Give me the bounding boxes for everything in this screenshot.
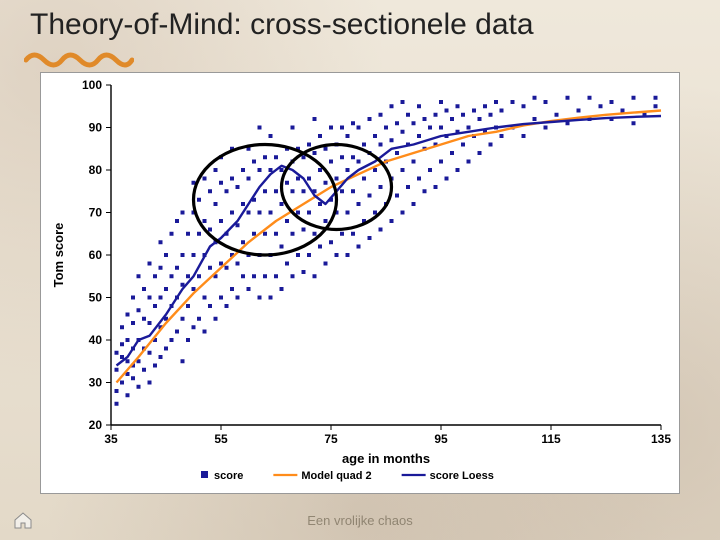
footer-text: Een vrolijke chaos <box>0 513 720 528</box>
svg-text:90: 90 <box>89 121 103 135</box>
svg-text:35: 35 <box>104 432 118 446</box>
svg-text:60: 60 <box>89 248 103 262</box>
svg-text:50: 50 <box>89 291 103 305</box>
chart-container: 35 55 75 95 115 135 20 30 40 50 60 70 80 90 100 age in … <box>40 72 680 494</box>
svg-text:95: 95 <box>434 432 448 446</box>
svg-text:score: score <box>214 470 243 482</box>
svg-text:40: 40 <box>89 333 103 347</box>
svg-text:75: 75 <box>324 432 338 446</box>
svg-text:20: 20 <box>89 418 103 432</box>
svg-text:age in months: age in months <box>342 451 430 466</box>
slide-title: Theory-of-Mind: cross-sectionele data <box>30 8 700 42</box>
svg-text:115: 115 <box>541 432 561 446</box>
tom-score-scatter-chart: 35 55 75 95 115 135 20 30 40 50 60 70 80 90 100 age in … <box>41 73 679 493</box>
svg-text:55: 55 <box>214 432 228 446</box>
svg-text:135: 135 <box>651 432 671 446</box>
svg-text:100: 100 <box>82 78 102 92</box>
svg-text:30: 30 <box>89 376 103 390</box>
title-squiggle-decoration <box>24 46 134 68</box>
svg-text:Model quad 2: Model quad 2 <box>301 470 371 482</box>
svg-text:score Loess: score Loess <box>430 470 494 482</box>
svg-text:70: 70 <box>89 206 103 220</box>
svg-text:80: 80 <box>89 163 103 177</box>
svg-text:Tom score: Tom score <box>51 223 66 288</box>
